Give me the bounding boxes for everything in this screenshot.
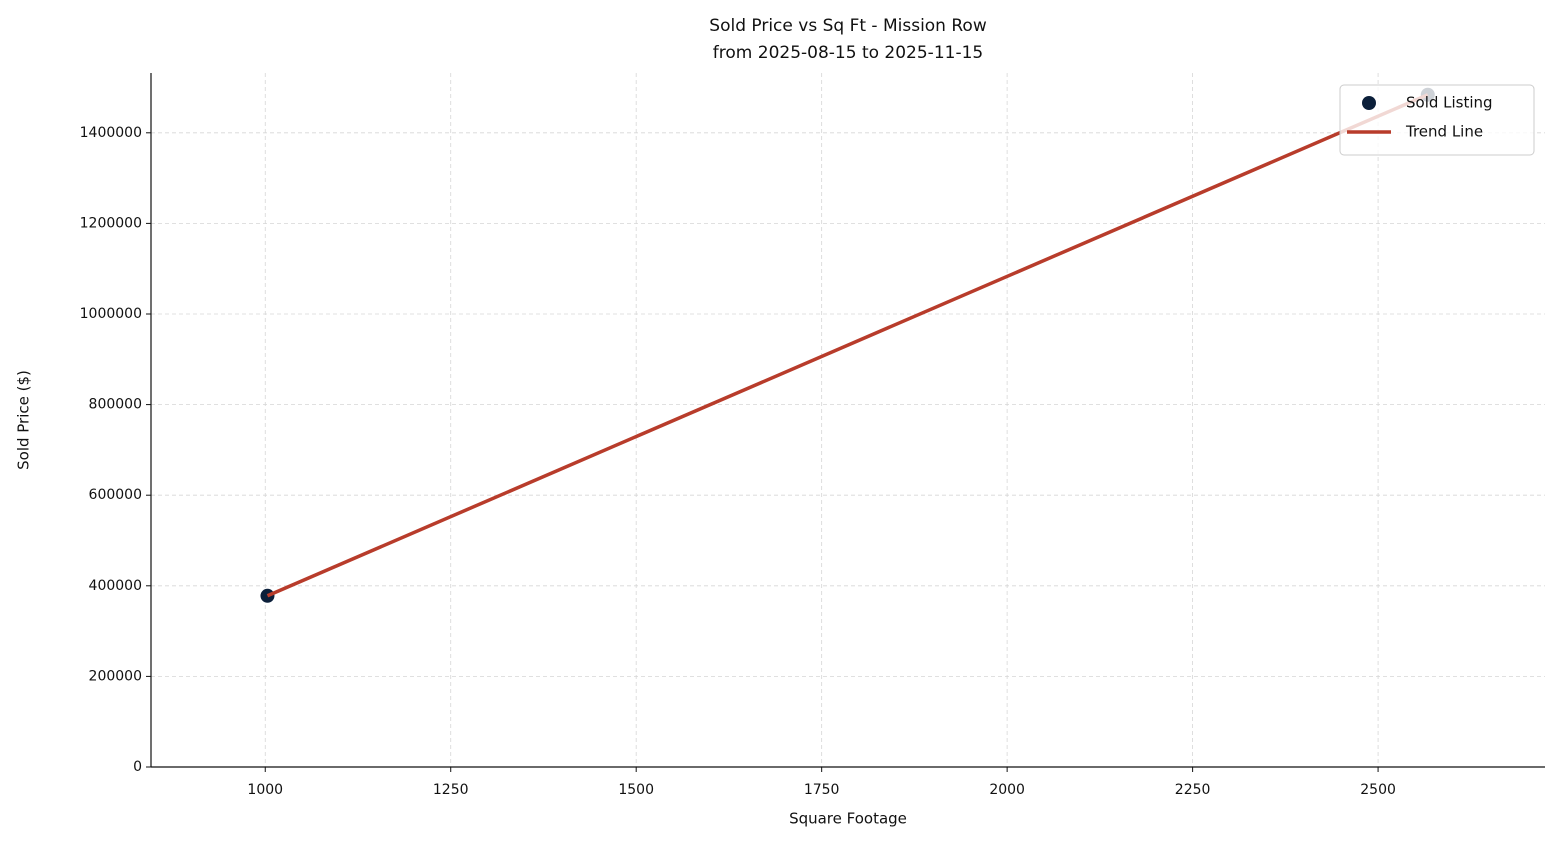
y-tick-label: 1400000 <box>80 125 142 141</box>
legend-label: Sold Listing <box>1406 94 1493 112</box>
legend: Sold Listing Trend Line <box>1339 84 1535 156</box>
x-tick-label: 1750 <box>804 782 840 798</box>
x-axis-label: Square Footage <box>789 810 907 828</box>
trend-line <box>266 93 1429 598</box>
y-tick-label: 200000 <box>89 668 142 684</box>
chart-title: Sold Price vs Sq Ft - Mission Row <box>709 16 987 36</box>
legend-box <box>1339 84 1535 156</box>
x-tick-label: 2000 <box>989 782 1025 798</box>
x-tick-label: 2500 <box>1360 782 1396 798</box>
x-tick-label: 1000 <box>247 782 283 798</box>
y-tick-label: 400000 <box>89 578 142 594</box>
x-tick-label: 1500 <box>618 782 654 798</box>
legend-marker <box>1362 96 1376 110</box>
x-tick-label: 2250 <box>1175 782 1211 798</box>
y-tick-label: 600000 <box>89 487 142 503</box>
x-tick-label: 1250 <box>433 782 469 798</box>
y-tick-label: 800000 <box>89 397 142 413</box>
legend-label: Trend Line <box>1405 123 1483 141</box>
chart-subtitle: from 2025-08-15 to 2025-11-15 <box>713 43 983 63</box>
y-axis-label: Sold Price ($) <box>15 370 33 470</box>
y-tick-label: 1200000 <box>80 215 142 231</box>
y-tick-label: 1000000 <box>80 306 142 322</box>
y-tick-label: 0 <box>133 759 142 775</box>
